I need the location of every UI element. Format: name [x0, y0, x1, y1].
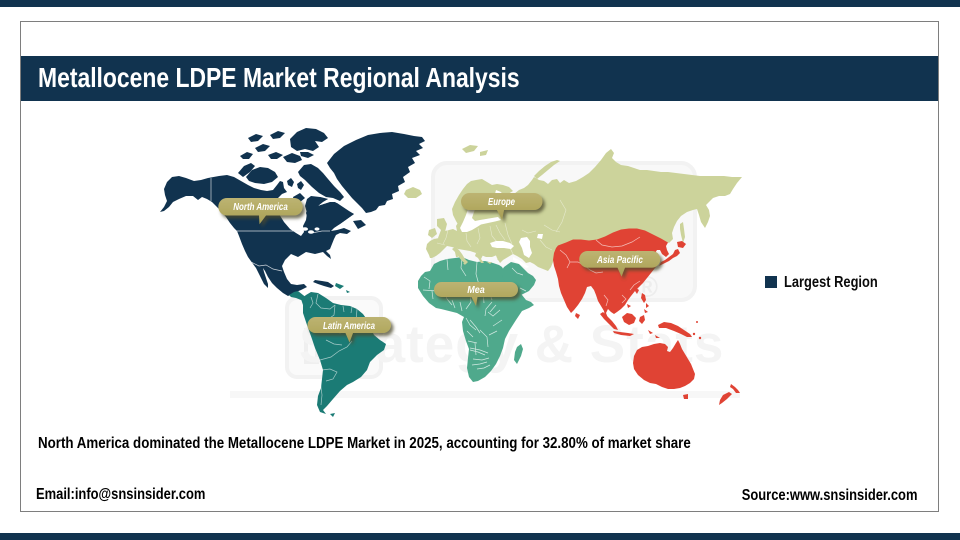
- svg-text:North America: North America: [233, 202, 288, 213]
- svg-text:Latin America: Latin America: [323, 321, 375, 332]
- svg-text:Mea: Mea: [467, 285, 485, 296]
- svg-text:Europe: Europe: [488, 197, 515, 208]
- svg-text:Asia Pacific: Asia Pacific: [596, 255, 643, 266]
